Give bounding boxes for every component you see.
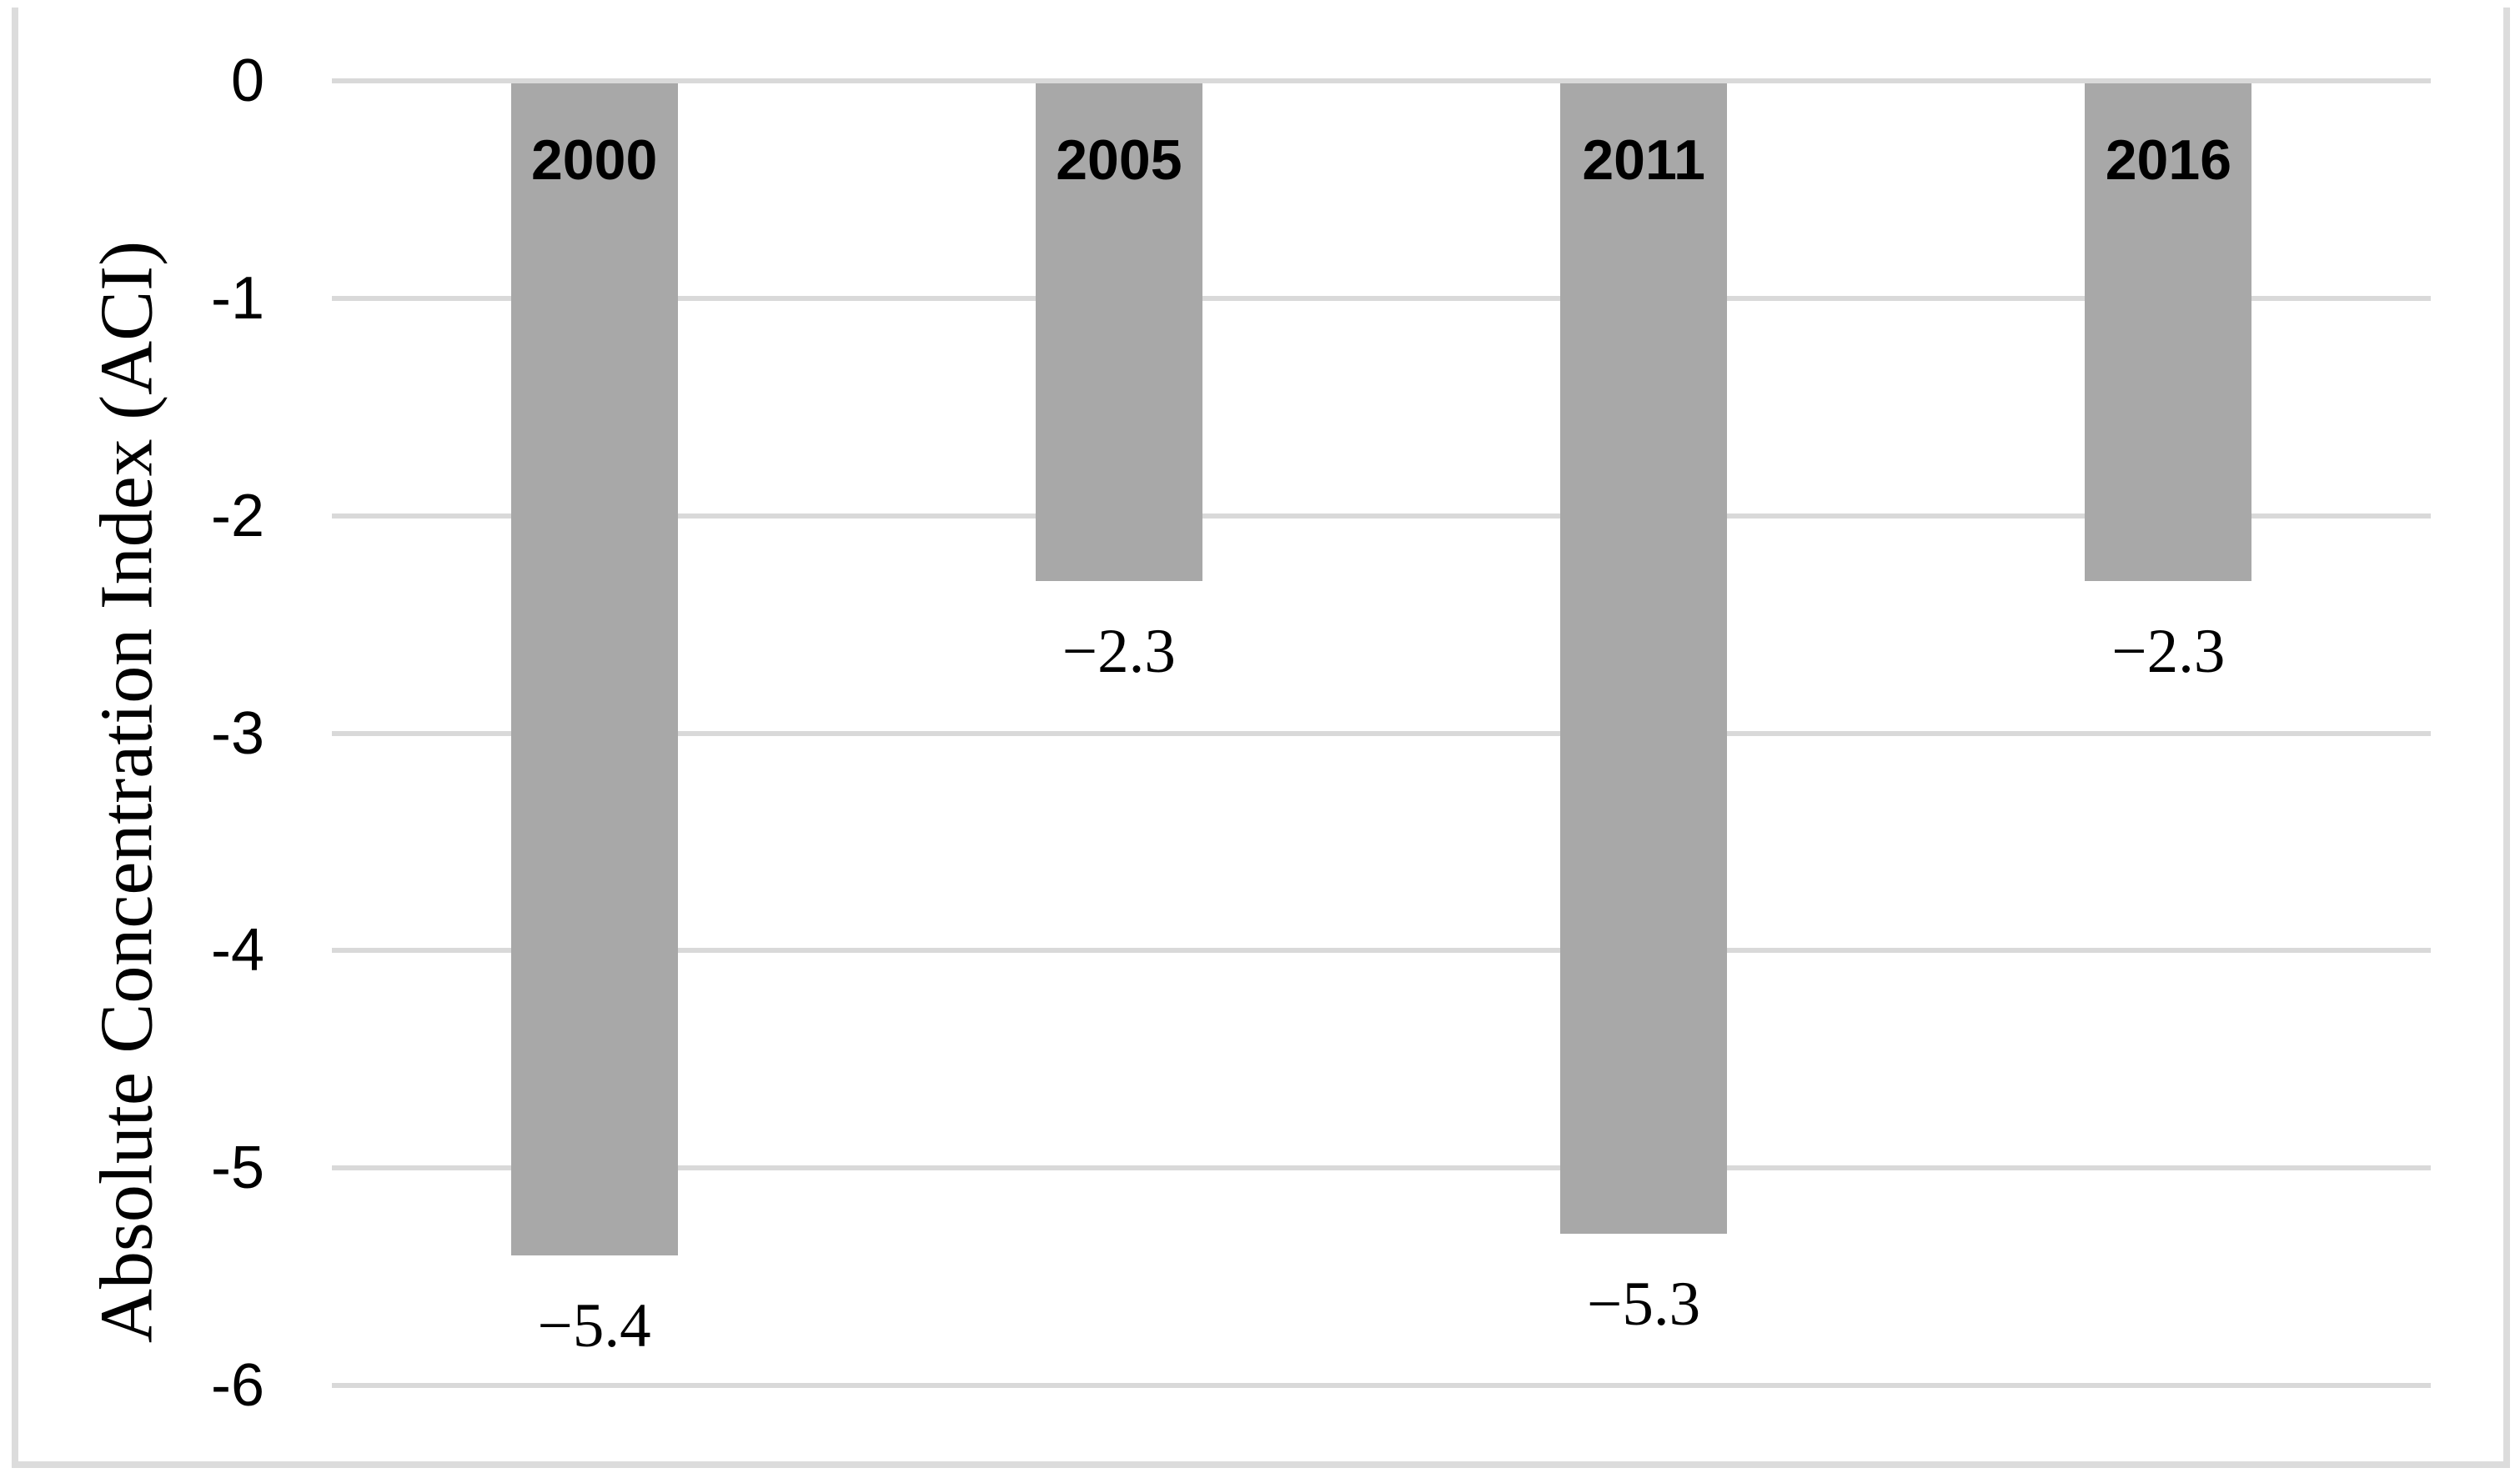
figure-border-left bbox=[12, 8, 18, 1468]
figure-border-bottom bbox=[12, 1461, 2510, 1468]
bar-value-label: −2.3 bbox=[2111, 616, 2226, 686]
bar-value-label: −5.3 bbox=[1587, 1269, 1701, 1339]
y-tick-label: -5 bbox=[210, 1135, 264, 1202]
bar-year-label: 2005 bbox=[1056, 128, 1182, 192]
bar-value-label: −2.3 bbox=[1062, 616, 1176, 686]
bar bbox=[1035, 83, 1202, 581]
bar-year-label: 2011 bbox=[1582, 128, 1705, 192]
y-tick-label: -3 bbox=[210, 699, 264, 767]
y-tick-label: -1 bbox=[210, 264, 264, 332]
gridline bbox=[332, 730, 2431, 736]
gridline bbox=[332, 948, 2431, 954]
gridline bbox=[332, 1383, 2431, 1389]
gridline bbox=[332, 1165, 2431, 1171]
y-tick-label: -4 bbox=[210, 917, 264, 984]
bar-year-label: 2000 bbox=[530, 128, 658, 192]
bar bbox=[2085, 83, 2252, 581]
gridline bbox=[332, 513, 2431, 519]
y-tick-label: -2 bbox=[210, 482, 264, 549]
gridline bbox=[332, 295, 2431, 301]
bar bbox=[510, 83, 678, 1255]
gridline bbox=[332, 78, 2431, 83]
figure-border-right bbox=[2503, 8, 2510, 1468]
bar-value-label: −5.4 bbox=[537, 1290, 651, 1360]
bar-year-label: 2016 bbox=[2105, 128, 2232, 192]
y-tick-label: -6 bbox=[210, 1352, 264, 1420]
y-tick-label: 0 bbox=[230, 48, 264, 114]
bar bbox=[1560, 83, 1728, 1234]
